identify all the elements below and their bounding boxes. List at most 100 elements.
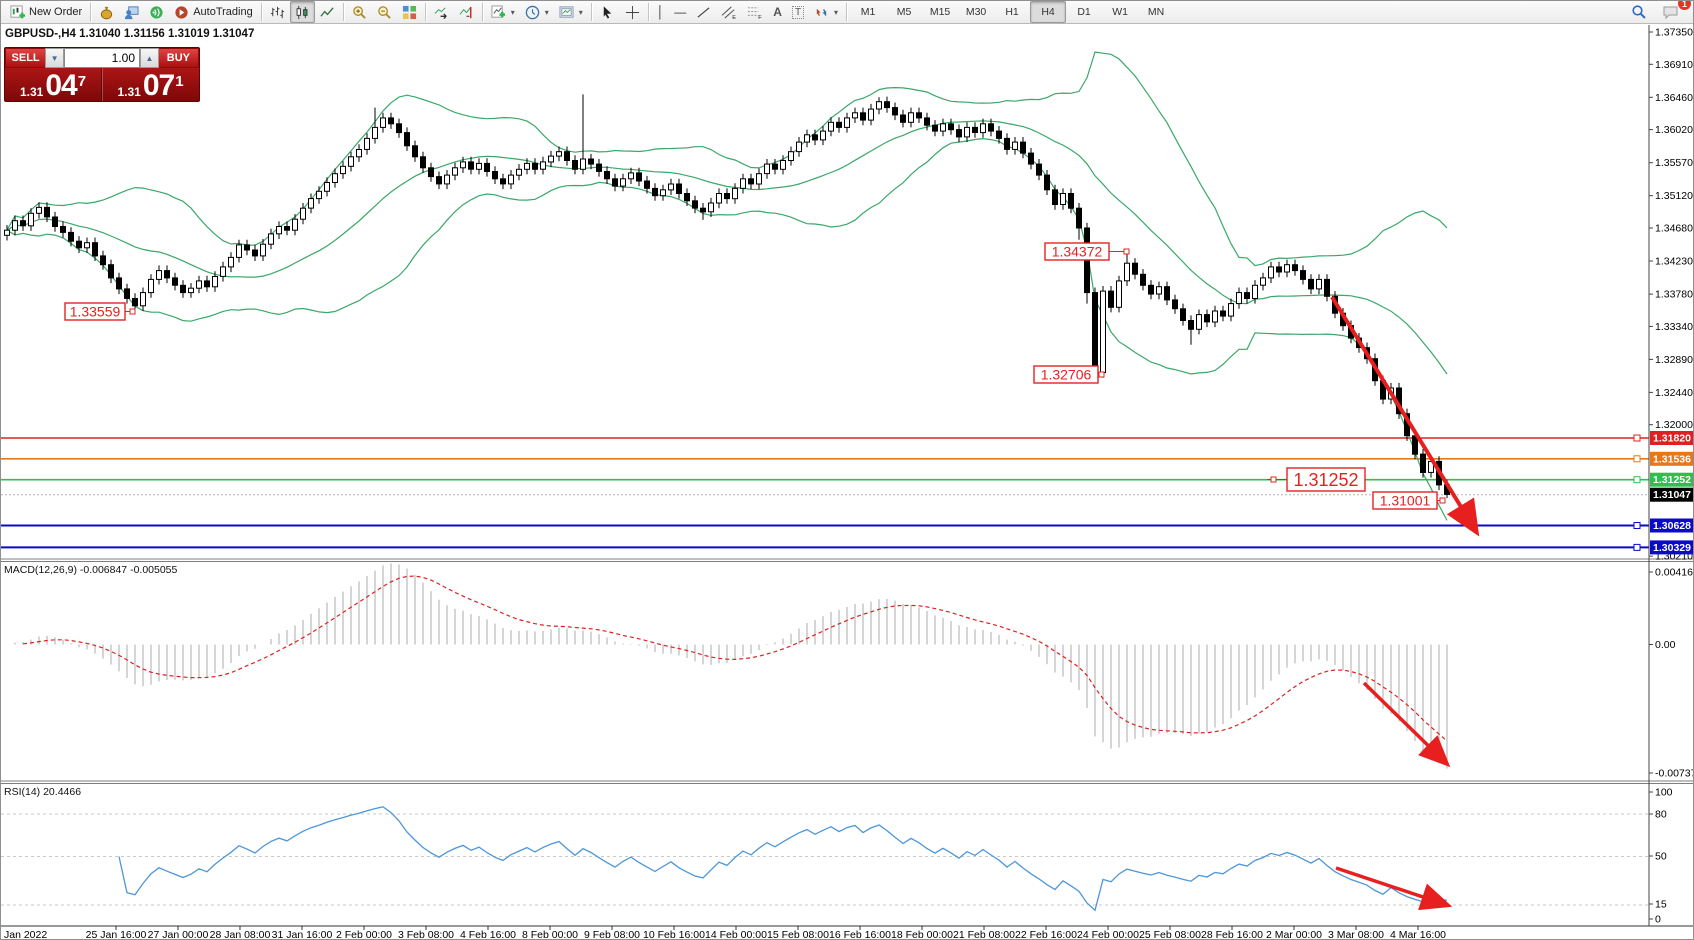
tab-timeframe-d1[interactable]: D1 (1077, 6, 1091, 18)
autotrading-icon (175, 5, 188, 19)
zoom-out-button[interactable] (372, 1, 397, 23)
candlestick-chart-button[interactable] (289, 1, 315, 23)
clock-icon (525, 5, 539, 19)
time-axis: Jan 2022 25 Jan 16:00 27 Jan 00:00 28 Jan 0… (4, 926, 1446, 940)
profiles-clock-button[interactable]: ▾ (520, 1, 554, 23)
svg-text:1.35570: 1.35570 (1655, 157, 1693, 169)
cursor-tool-button[interactable] (595, 1, 620, 23)
text-label-tool[interactable]: T (787, 1, 809, 23)
autotrading-button[interactable]: AutoTrading (169, 1, 258, 23)
buy-button[interactable]: BUY (158, 48, 199, 68)
svg-text:E: E (733, 15, 737, 20)
new-order-button[interactable]: New Order (5, 1, 87, 23)
autotrading-label: AutoTrading (193, 6, 253, 18)
svg-text:1.33340: 1.33340 (1655, 321, 1693, 333)
tab-timeframe-m30[interactable]: M30 (965, 6, 987, 18)
svg-text:1.31047: 1.31047 (1653, 489, 1691, 501)
sell-button[interactable]: SELL (5, 48, 46, 68)
horizontal-line-tool[interactable]: — (674, 5, 687, 19)
svg-text:4 Feb 16:00: 4 Feb 16:00 (460, 929, 516, 940)
rsi-line (118, 806, 1448, 912)
svg-text:80: 80 (1655, 809, 1667, 821)
red-down-arrow (1330, 295, 1480, 537)
svg-text:Jan 2022: Jan 2022 (4, 929, 47, 940)
svg-text:1.30329: 1.30329 (1653, 542, 1691, 554)
text-tool[interactable]: A (773, 5, 782, 19)
tab-timeframe-m5[interactable]: M5 (896, 6, 912, 18)
svg-text:16 Feb 16:00: 16 Feb 16:00 (829, 929, 891, 940)
tab-timeframe-mn[interactable]: MN (1147, 6, 1165, 18)
svg-text:0.004165: 0.004165 (1655, 567, 1694, 579)
svg-text:10 Feb 16:00: 10 Feb 16:00 (643, 929, 705, 940)
svg-text:22 Feb 16:00: 22 Feb 16:00 (1015, 929, 1077, 940)
bid-big-digits: 04 (45, 69, 77, 102)
macd-pane (14, 563, 1448, 769)
channel-icon: E (721, 6, 737, 20)
chart-canvas[interactable]: 1.37350 1.36910 1.36460 1.36020 1.35570 1.351… (1, 24, 1694, 940)
tab-timeframe-w1[interactable]: W1 (1112, 6, 1128, 18)
price-badge-1.31047 (1650, 487, 1693, 502)
vertical-line-tool[interactable]: │ (656, 5, 665, 19)
arrows-tool[interactable]: ▾ (809, 1, 843, 23)
svg-text:0: 0 (1655, 914, 1661, 926)
equidistant-channel-tool[interactable]: E (716, 1, 742, 23)
svg-text:25 Feb 08:00: 25 Feb 08:00 (1139, 929, 1201, 940)
candlestick-chart-icon (296, 5, 308, 19)
auto-scroll-icon (434, 6, 447, 19)
svg-text:1.32000: 1.32000 (1655, 419, 1693, 431)
volume-input[interactable] (64, 48, 140, 68)
ohlc-header: GBPUSD-,H4 1.31040 1.31156 1.31019 1.310… (5, 28, 255, 40)
chart-shift-icon (459, 6, 472, 18)
bar-chart-icon (270, 6, 284, 18)
tab-timeframe-m1[interactable]: M1 (860, 6, 876, 18)
svg-text:1.34680: 1.34680 (1655, 223, 1693, 235)
notifications-button[interactable]: 1 (1658, 1, 1691, 23)
bid-price[interactable]: 1.31 04 7 (5, 68, 102, 101)
ask-price[interactable]: 1.31 07 1 (102, 68, 199, 101)
svg-text:1.32890: 1.32890 (1655, 354, 1693, 366)
zoom-in-button[interactable] (347, 1, 372, 23)
search-icon (1632, 5, 1646, 19)
svg-text:31 Jan 16:00: 31 Jan 16:00 (272, 929, 333, 940)
fibonacci-tool[interactable]: F (742, 1, 768, 23)
price-badge-1.30628 (1650, 518, 1693, 533)
tab-timeframe-m15[interactable]: M15 (929, 6, 951, 18)
main-toolbar: New Order AutoTrading ▾ ▾ ▾ │ — E F (1, 1, 1693, 24)
callout-1.34372 (1044, 242, 1110, 261)
new-chart-button[interactable]: ▾ (486, 1, 520, 23)
chart-shift-button[interactable] (454, 1, 479, 23)
trend-arrows[interactable] (1330, 295, 1480, 911)
svg-text:2 Mar 00:00: 2 Mar 00:00 (1266, 929, 1322, 940)
trendline-tool[interactable] (691, 1, 716, 23)
svg-text:3 Feb 08:00: 3 Feb 08:00 (398, 929, 454, 940)
volume-down-button[interactable]: ▼ (45, 48, 64, 68)
expert-advisor-icon (125, 5, 139, 19)
signal-button[interactable] (144, 1, 169, 23)
templates-button[interactable]: ▾ (554, 1, 588, 23)
svg-text:1.35120: 1.35120 (1655, 190, 1693, 202)
callout-1.31001 (1372, 491, 1438, 510)
expert-advisors-button[interactable] (119, 1, 144, 23)
bollinger-middle (6, 120, 1448, 375)
tab-timeframe-h1[interactable]: H1 (1005, 6, 1019, 18)
svg-text:21 Feb 08:00: 21 Feb 08:00 (953, 929, 1015, 940)
rsi-axis: 100 80 50 15 0 (1649, 787, 1673, 926)
new-order-label: New Order (29, 6, 83, 18)
auto-scroll-button[interactable] (429, 1, 454, 23)
svg-text:15: 15 (1655, 899, 1667, 911)
zoom-in-icon (352, 5, 366, 19)
tile-windows-icon (402, 5, 416, 19)
search-button[interactable] (1626, 1, 1652, 23)
tab-timeframe-h4[interactable]: H4 (1030, 1, 1067, 23)
bar-chart-button[interactable] (265, 1, 290, 23)
moneybag-button[interactable] (94, 1, 119, 23)
crosshair-tool-button[interactable] (620, 1, 645, 23)
signal-icon (150, 5, 163, 19)
fibonacci-icon: F (748, 6, 763, 20)
volume-up-button[interactable]: ▲ (140, 48, 159, 68)
line-chart-button[interactable] (315, 1, 340, 23)
callout-1.32706 (1033, 365, 1099, 384)
svg-text:1.32706: 1.32706 (1041, 367, 1092, 383)
tile-windows-button[interactable] (397, 1, 422, 23)
crosshair-icon (625, 5, 639, 19)
